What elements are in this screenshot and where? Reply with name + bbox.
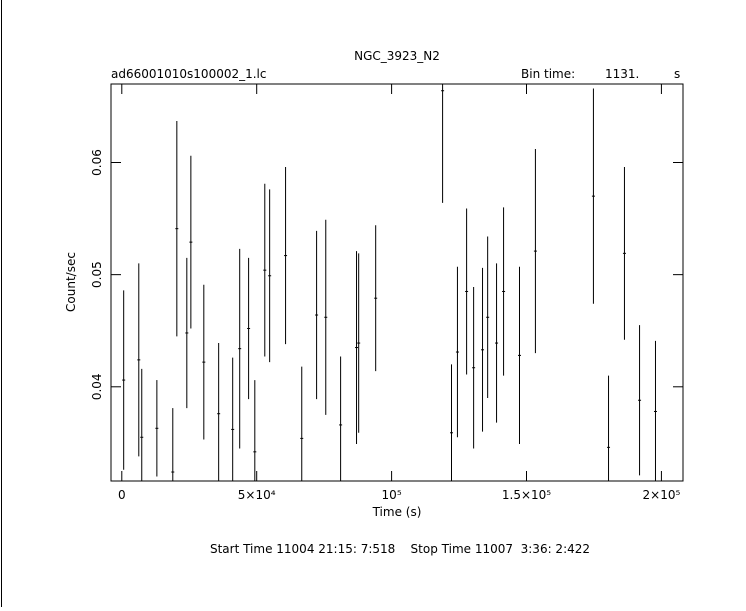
- plot-area: [122, 84, 657, 481]
- file-label: ad66001010s100002_1.lc: [111, 67, 267, 81]
- x-tick-label: 10⁵: [382, 488, 402, 502]
- y-tick-label: 0.04: [90, 373, 104, 400]
- x-tick-label: 5×10⁴: [238, 488, 276, 502]
- bin-time-label: Bin time:: [521, 67, 575, 81]
- x-tick-label: 1.5×10⁵: [502, 488, 551, 502]
- chart-title: NGC_3923_N2: [354, 49, 440, 63]
- x-tick-label: 0: [118, 488, 126, 502]
- plot-frame: [110, 83, 684, 482]
- y-axis-label: Count/sec: [64, 252, 78, 312]
- bin-time-value: 1131.: [605, 67, 639, 81]
- x-axis-label: Time (s): [372, 505, 422, 519]
- x-tick-label: 2×10⁵: [643, 488, 681, 502]
- y-tick-label: 0.05: [90, 261, 104, 288]
- y-tick-label: 0.06: [90, 149, 104, 176]
- bin-time-unit: s: [674, 67, 680, 81]
- footer: Start Time 11004 21:15: 7:518 Stop Time …: [210, 542, 590, 556]
